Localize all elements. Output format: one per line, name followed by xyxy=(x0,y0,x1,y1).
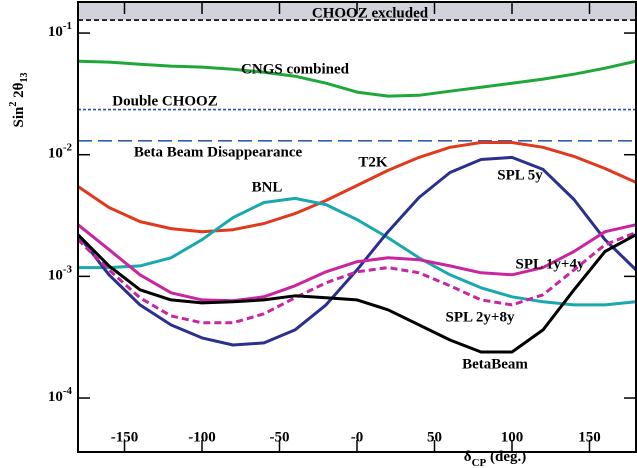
y-tick-label: 10-3 xyxy=(48,263,73,284)
series-line xyxy=(78,196,637,307)
reference-label: Beta Beam Disappearance xyxy=(134,144,303,160)
x-tick-label: -50 xyxy=(270,429,290,445)
y-tick-base: 10 xyxy=(48,389,63,405)
series-line xyxy=(77,59,637,98)
y-axis-label-part: 2 xyxy=(8,102,19,107)
y-tick-label: 10-2 xyxy=(48,141,73,162)
y-axis-label-part: 2θ xyxy=(11,82,27,101)
series-line xyxy=(76,233,637,354)
y-tick-label: 10-1 xyxy=(48,20,72,41)
y-tick-exponent: -1 xyxy=(63,20,72,32)
series-line xyxy=(76,231,637,325)
y-tick-base: 10 xyxy=(48,24,63,40)
y-axis-label-part: 13 xyxy=(19,73,30,83)
series-label: SPL 2y+8y xyxy=(446,309,515,325)
reference-label: Double CHOOZ xyxy=(112,93,217,109)
y-tick-label: 10-4 xyxy=(48,385,73,406)
x-axis-label-part: CP xyxy=(472,457,487,468)
y-tick-base: 10 xyxy=(48,146,63,162)
x-axis-label-part: (deg.) xyxy=(486,449,526,465)
series-line xyxy=(77,223,637,303)
reference-label: CHOOZ excluded xyxy=(312,5,429,21)
series-label: SPL 5y xyxy=(497,167,543,183)
y-axis-label: Sin2 2θ13 xyxy=(8,73,30,128)
series-label: BNL xyxy=(252,179,283,195)
y-axis-label-part: Sin xyxy=(11,106,27,128)
x-axis-label: δCP (deg.) xyxy=(464,449,526,468)
series-label: SPL 1y+4y xyxy=(516,256,585,272)
series-label: T2K xyxy=(358,154,388,170)
x-axis-label-part: δ xyxy=(464,449,472,465)
x-tick-label: -150 xyxy=(111,429,139,445)
x-tick-label: -100 xyxy=(188,429,216,445)
series-line xyxy=(76,155,637,347)
y-tick-exponent: -4 xyxy=(63,385,73,397)
y-tick-exponent: -2 xyxy=(63,141,73,153)
y-tick-exponent: -3 xyxy=(63,263,73,275)
series-label: BetaBeam xyxy=(462,356,528,372)
x-tick-label: -0 xyxy=(351,429,364,445)
series-line xyxy=(77,141,637,234)
x-tick-label: 150 xyxy=(578,429,601,445)
x-tick-label: 50 xyxy=(427,429,442,445)
x-tick-label: 100 xyxy=(501,429,524,445)
series-label: CNGS combined xyxy=(241,61,350,77)
y-tick-base: 10 xyxy=(48,268,63,284)
